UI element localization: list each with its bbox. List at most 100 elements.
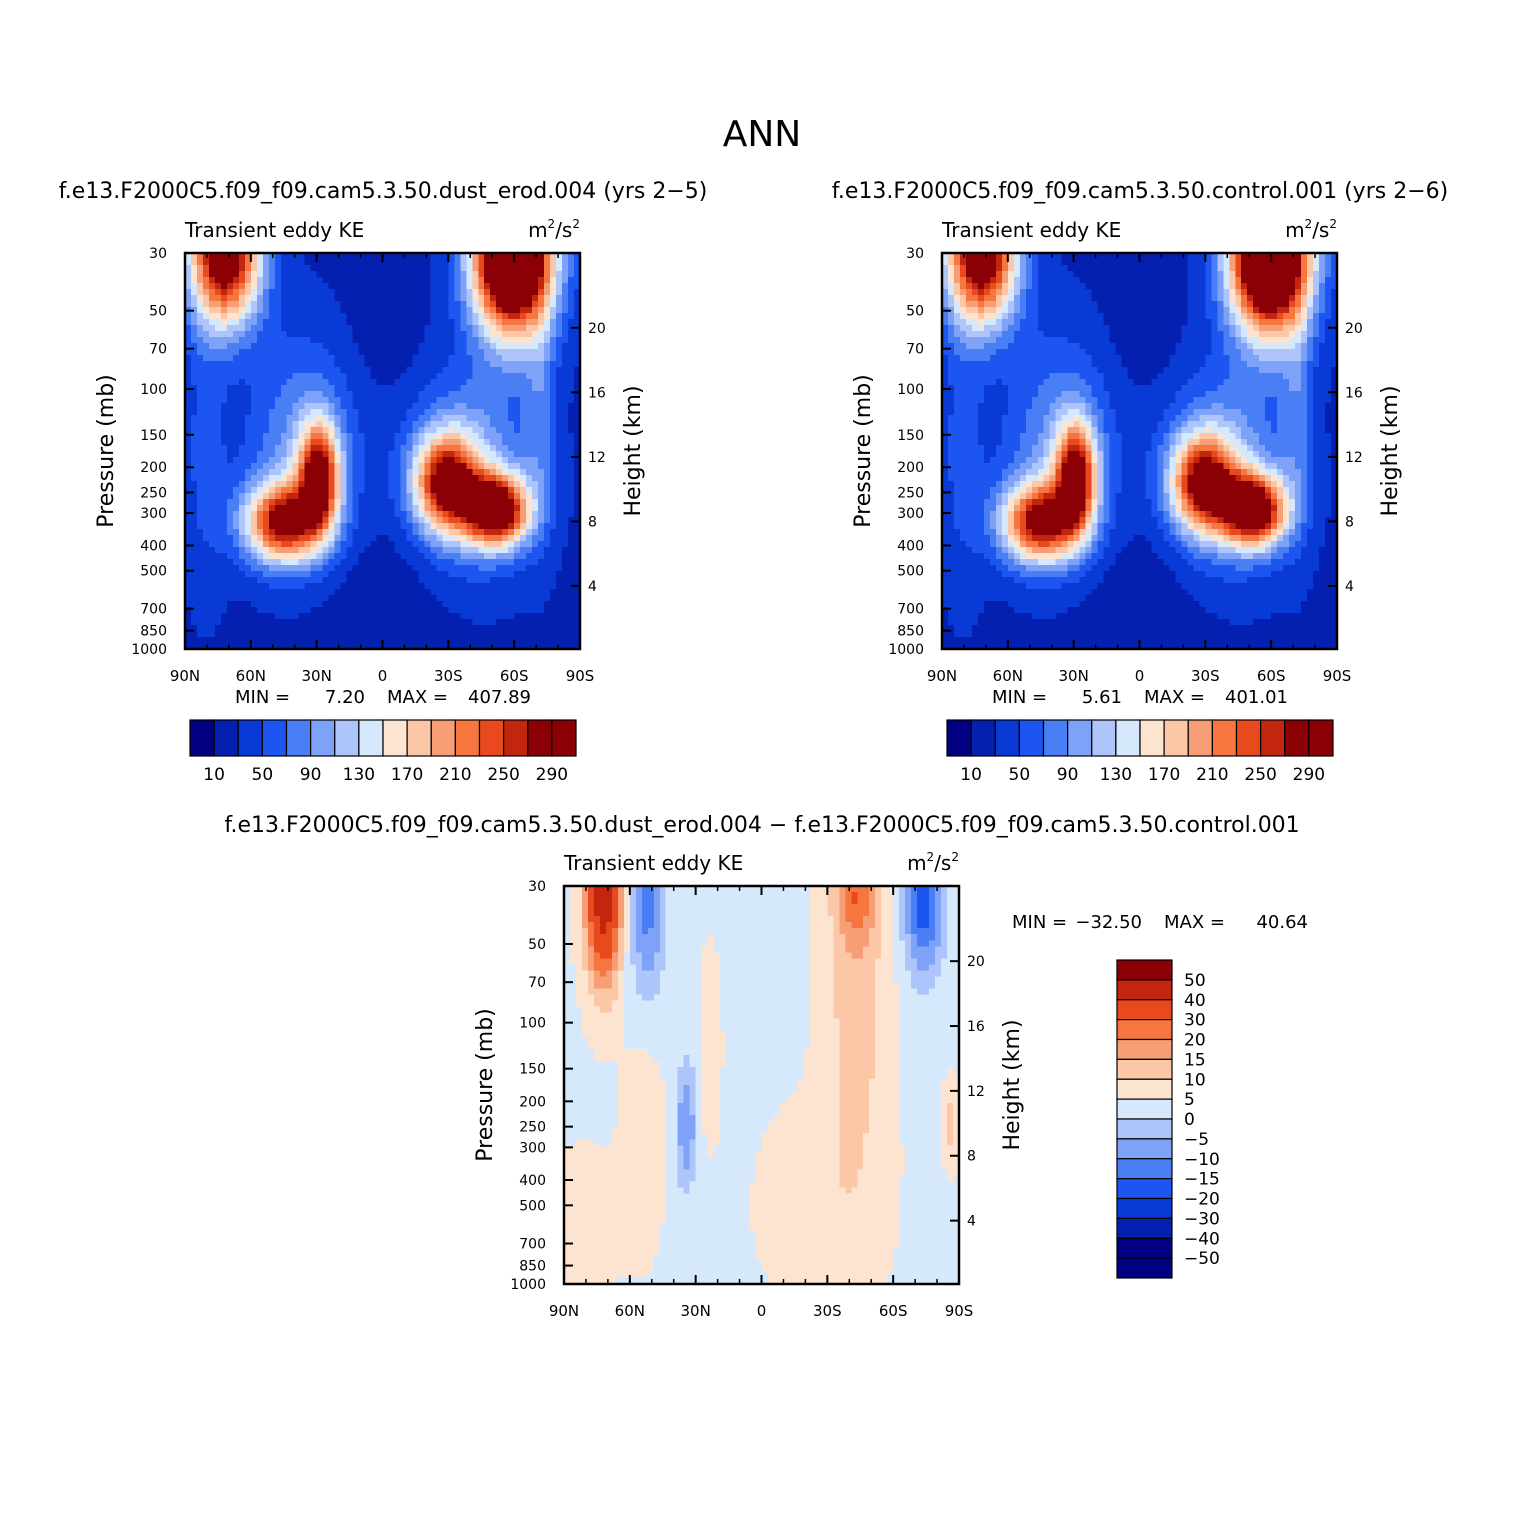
field-cell: [406, 295, 414, 302]
field-cell: [352, 355, 360, 362]
field-cell: [484, 265, 491, 272]
field-cell: [490, 595, 497, 602]
field-cell: [346, 481, 354, 488]
field-cell: [298, 517, 306, 524]
field-cell: [280, 295, 288, 302]
field-cell: [442, 457, 449, 464]
field-cell: [430, 421, 437, 428]
field-cell: [556, 439, 563, 446]
field-cell: [238, 289, 246, 296]
field-cell: [556, 595, 563, 602]
field-cell: [328, 595, 336, 602]
field-cell: [232, 463, 240, 470]
field-cell: [364, 451, 372, 458]
field-cell: [568, 391, 575, 398]
field-cell: [388, 637, 396, 644]
field-cell: [394, 319, 402, 326]
field-cell: [1259, 289, 1266, 296]
field-cell: [274, 319, 282, 326]
field-cell: [202, 625, 210, 632]
field-cell: [406, 349, 414, 356]
field-cell: [190, 499, 198, 506]
field-cell: [406, 439, 414, 446]
field-cell: [1127, 271, 1135, 278]
field-cell: [196, 403, 204, 410]
field-cell: [346, 331, 354, 338]
field-cell: [502, 343, 509, 350]
field-cell: [520, 511, 527, 518]
field-cell: [412, 517, 419, 524]
field-cell: [496, 289, 503, 296]
field-cell: [442, 331, 449, 338]
field-cell: [364, 319, 372, 326]
field-cell: [196, 535, 204, 542]
field-cell: [190, 361, 198, 368]
field-cell: [322, 637, 330, 644]
field-cell: [1247, 277, 1254, 284]
field-cell: [562, 451, 569, 458]
field-cell: [316, 499, 324, 506]
field-cell: [1265, 289, 1272, 296]
field-cell: [346, 493, 354, 500]
field-cell: [232, 319, 240, 326]
field-cell: [232, 409, 240, 416]
field-cell: [502, 265, 509, 272]
field-cell: [550, 589, 557, 596]
field-cell: [562, 253, 569, 260]
field-cell: [484, 331, 491, 338]
field-cell: [322, 355, 330, 362]
field-cell: [478, 637, 485, 644]
field-cell: [328, 259, 336, 266]
field-cell: [370, 253, 378, 260]
field-cell: [256, 253, 264, 260]
field-cell: [412, 601, 419, 608]
field-cell: [1319, 289, 1326, 296]
field-cell: [454, 295, 461, 302]
field-cell: [274, 367, 282, 374]
field-cell: [448, 469, 455, 476]
field-cell: [304, 337, 312, 344]
field-cell: [1247, 253, 1254, 260]
field-cell: [185, 547, 192, 554]
field-cell: [208, 277, 216, 284]
field-cell: [334, 325, 342, 332]
field-cell: [394, 367, 402, 374]
field-cell: [454, 499, 461, 506]
field-cell: [226, 541, 234, 548]
field-cell: [268, 535, 276, 542]
field-cell: [190, 589, 198, 596]
field-cell: [544, 607, 551, 614]
field-cell: [442, 337, 449, 344]
field-cell: [424, 493, 431, 500]
field-cell: [280, 571, 288, 578]
field-cell: [568, 421, 575, 428]
field-cell: [316, 283, 324, 290]
field-cell: [358, 571, 366, 578]
field-cell: [436, 277, 443, 284]
field-cell: [574, 253, 581, 260]
field-cell: [310, 403, 318, 410]
field-cell: [454, 313, 461, 320]
field-cell: [520, 595, 527, 602]
field-cell: [1157, 295, 1165, 302]
field-cell: [214, 559, 222, 566]
field-cell: [286, 427, 294, 434]
field-cell: [562, 391, 569, 398]
field-cell: [286, 481, 294, 488]
field-cell: [568, 349, 575, 356]
field-cell: [520, 601, 527, 608]
field-cell: [472, 337, 479, 344]
field-cell: [424, 469, 431, 476]
field-cell: [376, 319, 384, 326]
field-cell: [448, 331, 455, 338]
field-cell: [526, 517, 533, 524]
field-cell: [310, 367, 318, 374]
field-cell: [310, 571, 318, 578]
field-cell: [238, 409, 246, 416]
field-cell: [358, 451, 366, 458]
field-cell: [514, 289, 521, 296]
field-cell: [238, 439, 246, 446]
field-cell: [520, 277, 527, 284]
field-cell: [298, 349, 306, 356]
field-cell: [274, 613, 282, 620]
